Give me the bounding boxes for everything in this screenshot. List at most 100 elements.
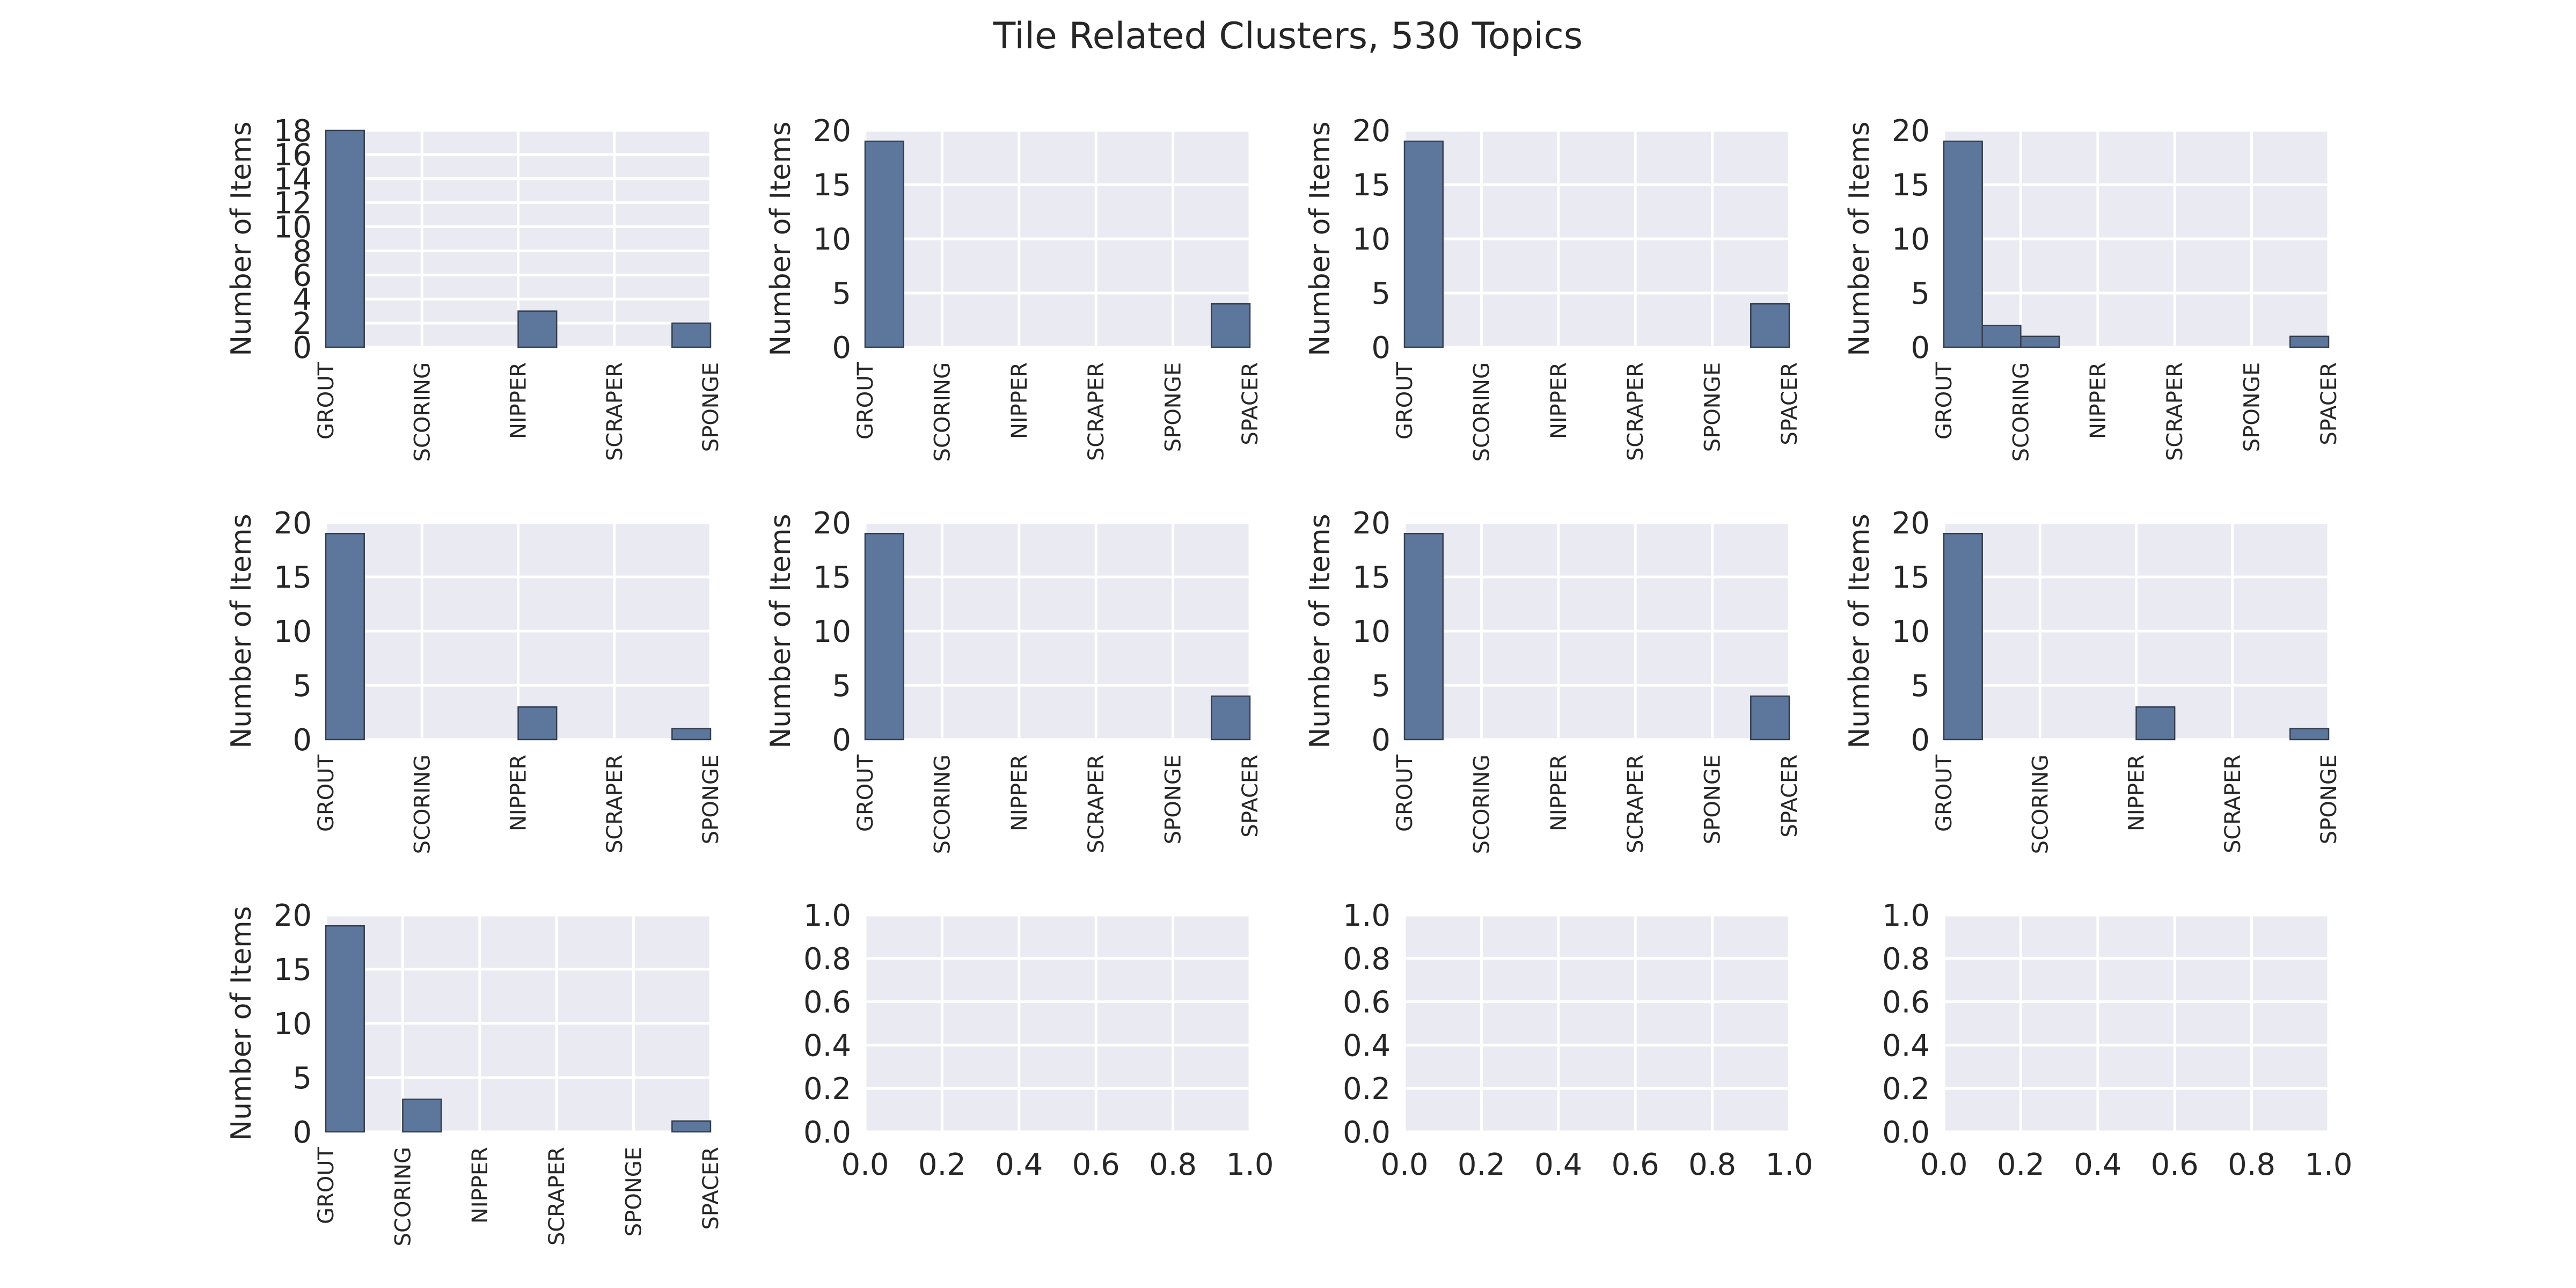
y-axis-label: Number of Items [1843, 121, 1876, 356]
x-tick-label: SCORING [930, 362, 955, 462]
subplot-9: 0 5 10 15 20 GROUT SCORING NIPPER SCRAPER SPONGE S… [225, 898, 723, 1246]
x-tick-label: SPONGE [1161, 755, 1186, 844]
histogram-bar [1750, 695, 1790, 741]
y-axis-label: Number of Items [225, 906, 258, 1141]
x-tick-label: 0.0 [1920, 1147, 1967, 1182]
x-tick-label: NIPPER [507, 362, 531, 439]
y-tick-label: 5 [1371, 669, 1391, 704]
histogram-bar [1211, 303, 1251, 348]
x-tick-label: SCRAPER [603, 362, 627, 461]
y-tick-label: 15 [1892, 560, 1930, 595]
y-tick-label: 10 [1352, 614, 1391, 649]
x-tick-label: 0.4 [2074, 1147, 2121, 1182]
y-tick-label: 0 [292, 331, 312, 365]
x-tick-label: SPONGE [2317, 755, 2341, 844]
x-tick-label: SPACER [1777, 755, 1802, 838]
subplot-2: 0 5 10 15 20 GROUT SCORING NIPPER SCRAPER SPONGE S… [765, 114, 1263, 462]
y-tick-label: 18 [274, 114, 312, 149]
y-tick-label: 10 [274, 1007, 312, 1042]
y-tick-label: 20 [1352, 506, 1391, 541]
y-tick-label: 5 [832, 276, 851, 311]
y-tick-label: 0 [1911, 331, 1930, 365]
x-tick-label: SPONGE [699, 755, 723, 844]
x-tick-label: SCORING [2028, 755, 2053, 854]
y-tick-label: 10 [274, 210, 312, 245]
y-tick-label: 2 [292, 306, 312, 341]
histogram-bar [864, 140, 904, 348]
x-tick-label: NIPPER [1547, 755, 1571, 831]
y-axis-label: Number of Items [1304, 514, 1336, 749]
y-tick-label: 10 [1892, 614, 1930, 649]
x-tick-label: NIPPER [1547, 362, 1571, 439]
y-axis-label: Number of Items [1304, 121, 1336, 356]
x-tick-label: NIPPER [468, 1147, 493, 1224]
y-tick-label: 15 [813, 560, 851, 595]
y-tick-label: 12 [274, 186, 312, 221]
x-tick-label: SCRAPER [1623, 755, 1648, 853]
y-tick-label: 15 [1352, 560, 1391, 595]
subplot-11: 0.0 0.2 0.4 0.6 0.8 1.0 0.0 0.2 0.4 0.6 0.8 1.0 [1343, 898, 1813, 1182]
subplot-5: 0 5 10 15 20 GROUT SCORING NIPPER SCRAPER SPONGE N… [225, 506, 723, 854]
histogram-bar [2289, 728, 2330, 741]
x-tick-label: SCRAPER [1084, 362, 1109, 461]
y-tick-label: 20 [1892, 114, 1930, 149]
y-tick-label: 4 [292, 282, 312, 317]
y-tick-label: 0.8 [1882, 942, 1930, 977]
y-tick-label: 0.2 [1882, 1072, 1930, 1107]
x-tick-label: SCRAPER [603, 755, 627, 853]
x-tick-label: SPONGE [1701, 755, 1725, 844]
subplot-6: 0 5 10 15 20 GROUT SCORING NIPPER SCRAPER SPONGE S… [765, 506, 1263, 854]
y-tick-label: 10 [274, 614, 312, 649]
x-tick-label: SPACER [2317, 362, 2341, 445]
y-axis-label: Number of Items [765, 121, 797, 356]
y-tick-label: 0.4 [1343, 1028, 1391, 1063]
histogram-bar [1943, 532, 1983, 741]
y-tick-label: 10 [1352, 222, 1391, 257]
y-tick-label: 0.4 [1882, 1028, 1930, 1063]
y-tick-label: 0 [1911, 723, 1930, 758]
x-tick-label: SPACER [1777, 362, 1802, 445]
y-tick-label: 5 [292, 669, 312, 704]
x-tick-label: SCORING [410, 362, 435, 462]
y-tick-label: 10 [813, 614, 851, 649]
x-tick-label: GROUT [1393, 754, 1417, 832]
x-tick-label: NIPPER [2086, 362, 2111, 439]
histogram-bar [325, 532, 365, 741]
y-tick-label: 10 [813, 222, 851, 257]
subplot-7: 0 5 10 15 20 GROUT SCORING NIPPER SCRAPER SPONGE S… [1304, 506, 1802, 854]
x-tick-label: GROUT [1932, 754, 1957, 832]
histogram-bar [1750, 303, 1790, 348]
x-tick-label: GROUT [314, 1146, 339, 1224]
y-tick-label: 16 [274, 138, 312, 173]
x-tick-label: SPONGE [1161, 362, 1186, 452]
y-tick-label: 10 [1892, 222, 1930, 257]
x-tick-label: SCORING [410, 755, 435, 854]
histogram-bar [671, 322, 712, 348]
x-tick-label: SCRAPER [545, 1147, 569, 1246]
x-tick-label: GROUT [314, 754, 339, 832]
x-tick-label: SPACER [1238, 755, 1263, 838]
histogram-bar [864, 532, 904, 741]
x-tick-label: SCRAPER [1084, 755, 1109, 853]
subplot-3: 0 5 10 15 20 GROUT SCORING NIPPER SCRAPER SPONGE S… [1304, 114, 1802, 462]
x-tick-label: SCORING [2009, 362, 2033, 462]
y-tick-label: 0 [292, 723, 312, 758]
histogram-bar [1403, 532, 1444, 741]
x-tick-label: 0.2 [1997, 1147, 2045, 1182]
x-tick-label: SPONGE [2240, 362, 2265, 452]
x-tick-label: 1.0 [1765, 1147, 1813, 1182]
y-tick-label: 0 [1371, 723, 1391, 758]
x-tick-label: SPACER [699, 1147, 723, 1230]
y-tick-label: 0.8 [1343, 942, 1391, 977]
x-tick-label: 1.0 [1226, 1147, 1274, 1182]
histogram-bar [2020, 335, 2060, 348]
y-tick-label: 5 [1371, 276, 1391, 311]
y-tick-label: 0 [1371, 331, 1391, 365]
y-tick-label: 20 [813, 114, 851, 149]
x-tick-label: GROUT [1393, 362, 1417, 440]
x-tick-label: 0.4 [995, 1147, 1043, 1182]
x-tick-label: 0.0 [841, 1147, 889, 1182]
histogram-bar [1211, 695, 1251, 741]
x-tick-label: 0.8 [1688, 1147, 1736, 1182]
x-tick-label: 0.6 [2151, 1147, 2199, 1182]
